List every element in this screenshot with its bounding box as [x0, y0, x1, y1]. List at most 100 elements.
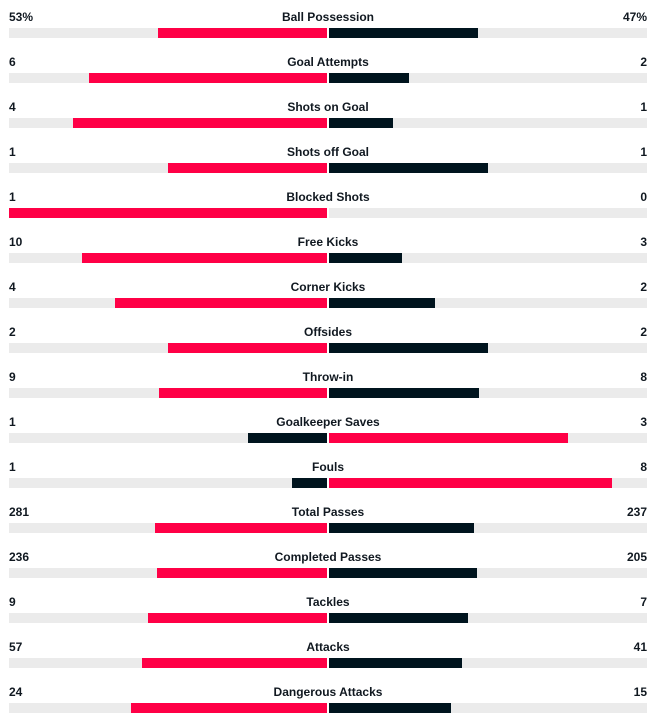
home-bar-fill: [82, 253, 327, 263]
stat-name: Goalkeeper Saves: [276, 415, 380, 429]
home-bar-track: [9, 298, 327, 308]
home-bar-track: [9, 478, 327, 488]
away-bar-track: [329, 298, 647, 308]
away-bar-fill: [329, 613, 469, 623]
stat-name: Free Kicks: [297, 235, 359, 249]
stat-row-header: Completed Passes 236 205: [9, 549, 647, 565]
home-bar-track: [9, 658, 327, 668]
away-bar-track: [329, 208, 647, 218]
away-value: 15: [633, 685, 647, 699]
away-bar-track: [329, 118, 647, 128]
away-value: 8: [640, 460, 647, 474]
stat-row-header: Throw-in 9 8: [9, 369, 647, 385]
home-bar-fill: [142, 658, 327, 668]
stat-row: Attacks 57 41: [0, 630, 661, 675]
stat-row: Goalkeeper Saves 1 3: [0, 405, 661, 450]
home-value: 10: [9, 235, 23, 249]
home-bar-fill: [158, 28, 327, 38]
home-value: 1: [9, 460, 16, 474]
away-bar-fill: [329, 388, 479, 398]
away-bar-track: [329, 28, 647, 38]
away-bar-fill: [329, 433, 568, 443]
home-value: 281: [9, 505, 30, 519]
home-value: 6: [9, 55, 16, 69]
stat-row-header: Total Passes 281 237: [9, 504, 647, 520]
stat-row: Dangerous Attacks 24 15: [0, 675, 661, 720]
stat-row: Completed Passes 236 205: [0, 540, 661, 585]
away-bar-fill: [329, 298, 435, 308]
home-bar-track: [9, 703, 327, 713]
home-value: 9: [9, 595, 16, 609]
away-bar-fill: [329, 658, 463, 668]
home-value: 24: [9, 685, 23, 699]
stat-name: Total Passes: [291, 505, 365, 519]
home-bar-fill: [9, 208, 327, 218]
away-bar-fill: [329, 253, 403, 263]
away-bar-track: [329, 73, 647, 83]
home-bar-fill: [168, 163, 327, 173]
home-bar-track: [9, 388, 327, 398]
stat-row: Offsides 2 2: [0, 315, 661, 360]
stat-row-header: Shots on Goal 4 1: [9, 99, 647, 115]
away-value: 237: [626, 505, 647, 519]
home-value: 9: [9, 370, 16, 384]
home-bar-track: [9, 613, 327, 623]
away-value: 1: [640, 100, 647, 114]
stat-row: Total Passes 281 237: [0, 495, 661, 540]
away-bar-fill: [329, 568, 477, 578]
stat-name: Goal Attempts: [287, 55, 369, 69]
stat-row: Corner Kicks 4 2: [0, 270, 661, 315]
away-bar-fill: [329, 118, 393, 128]
stat-row: Shots off Goal 1 1: [0, 135, 661, 180]
home-bar-track: [9, 568, 327, 578]
stat-row: Blocked Shots 1 0: [0, 180, 661, 225]
stat-name: Ball Possession: [281, 10, 375, 24]
home-value: 236: [9, 550, 30, 564]
stat-row-header: Attacks 57 41: [9, 639, 647, 655]
home-bar-fill: [247, 433, 327, 443]
stat-row: Free Kicks 10 3: [0, 225, 661, 270]
away-bar-track: [329, 253, 647, 263]
home-bar-fill: [131, 703, 327, 713]
home-bar-fill: [154, 523, 327, 533]
home-value: 2: [9, 325, 16, 339]
away-value: 3: [640, 235, 647, 249]
away-bar-track: [329, 433, 647, 443]
home-value: 1: [9, 145, 16, 159]
away-bar-fill: [329, 703, 452, 713]
stat-name: Shots off Goal: [287, 145, 369, 159]
away-bar-fill: [329, 523, 475, 533]
away-bar-fill: [329, 163, 488, 173]
away-value: 205: [626, 550, 647, 564]
away-bar-track: [329, 658, 647, 668]
home-bar-track: [9, 118, 327, 128]
away-value: 47%: [622, 10, 647, 24]
away-value: 2: [640, 55, 647, 69]
away-bar-fill: [329, 73, 409, 83]
stat-name: Blocked Shots: [286, 190, 370, 204]
home-bar-track: [9, 163, 327, 173]
stat-row: Throw-in 9 8: [0, 360, 661, 405]
away-value: 2: [640, 280, 647, 294]
home-bar-fill: [168, 343, 327, 353]
home-bar-fill: [291, 478, 327, 488]
away-value: 3: [640, 415, 647, 429]
stat-name: Shots on Goal: [287, 100, 369, 114]
away-bar-fill: [329, 478, 612, 488]
home-value: 57: [9, 640, 23, 654]
stat-row-header: Free Kicks 10 3: [9, 234, 647, 250]
home-value: 4: [9, 280, 16, 294]
home-bar-track: [9, 523, 327, 533]
stat-row: Shots on Goal 4 1: [0, 90, 661, 135]
away-bar-track: [329, 613, 647, 623]
stat-row-header: Ball Possession 53% 47%: [9, 9, 647, 25]
stat-row: Fouls 1 8: [0, 450, 661, 495]
home-bar-track: [9, 208, 327, 218]
away-value: 8: [640, 370, 647, 384]
away-value: 1: [640, 145, 647, 159]
home-bar-track: [9, 253, 327, 263]
home-bar-track: [9, 73, 327, 83]
home-bar-fill: [88, 73, 327, 83]
stat-name: Dangerous Attacks: [273, 685, 383, 699]
